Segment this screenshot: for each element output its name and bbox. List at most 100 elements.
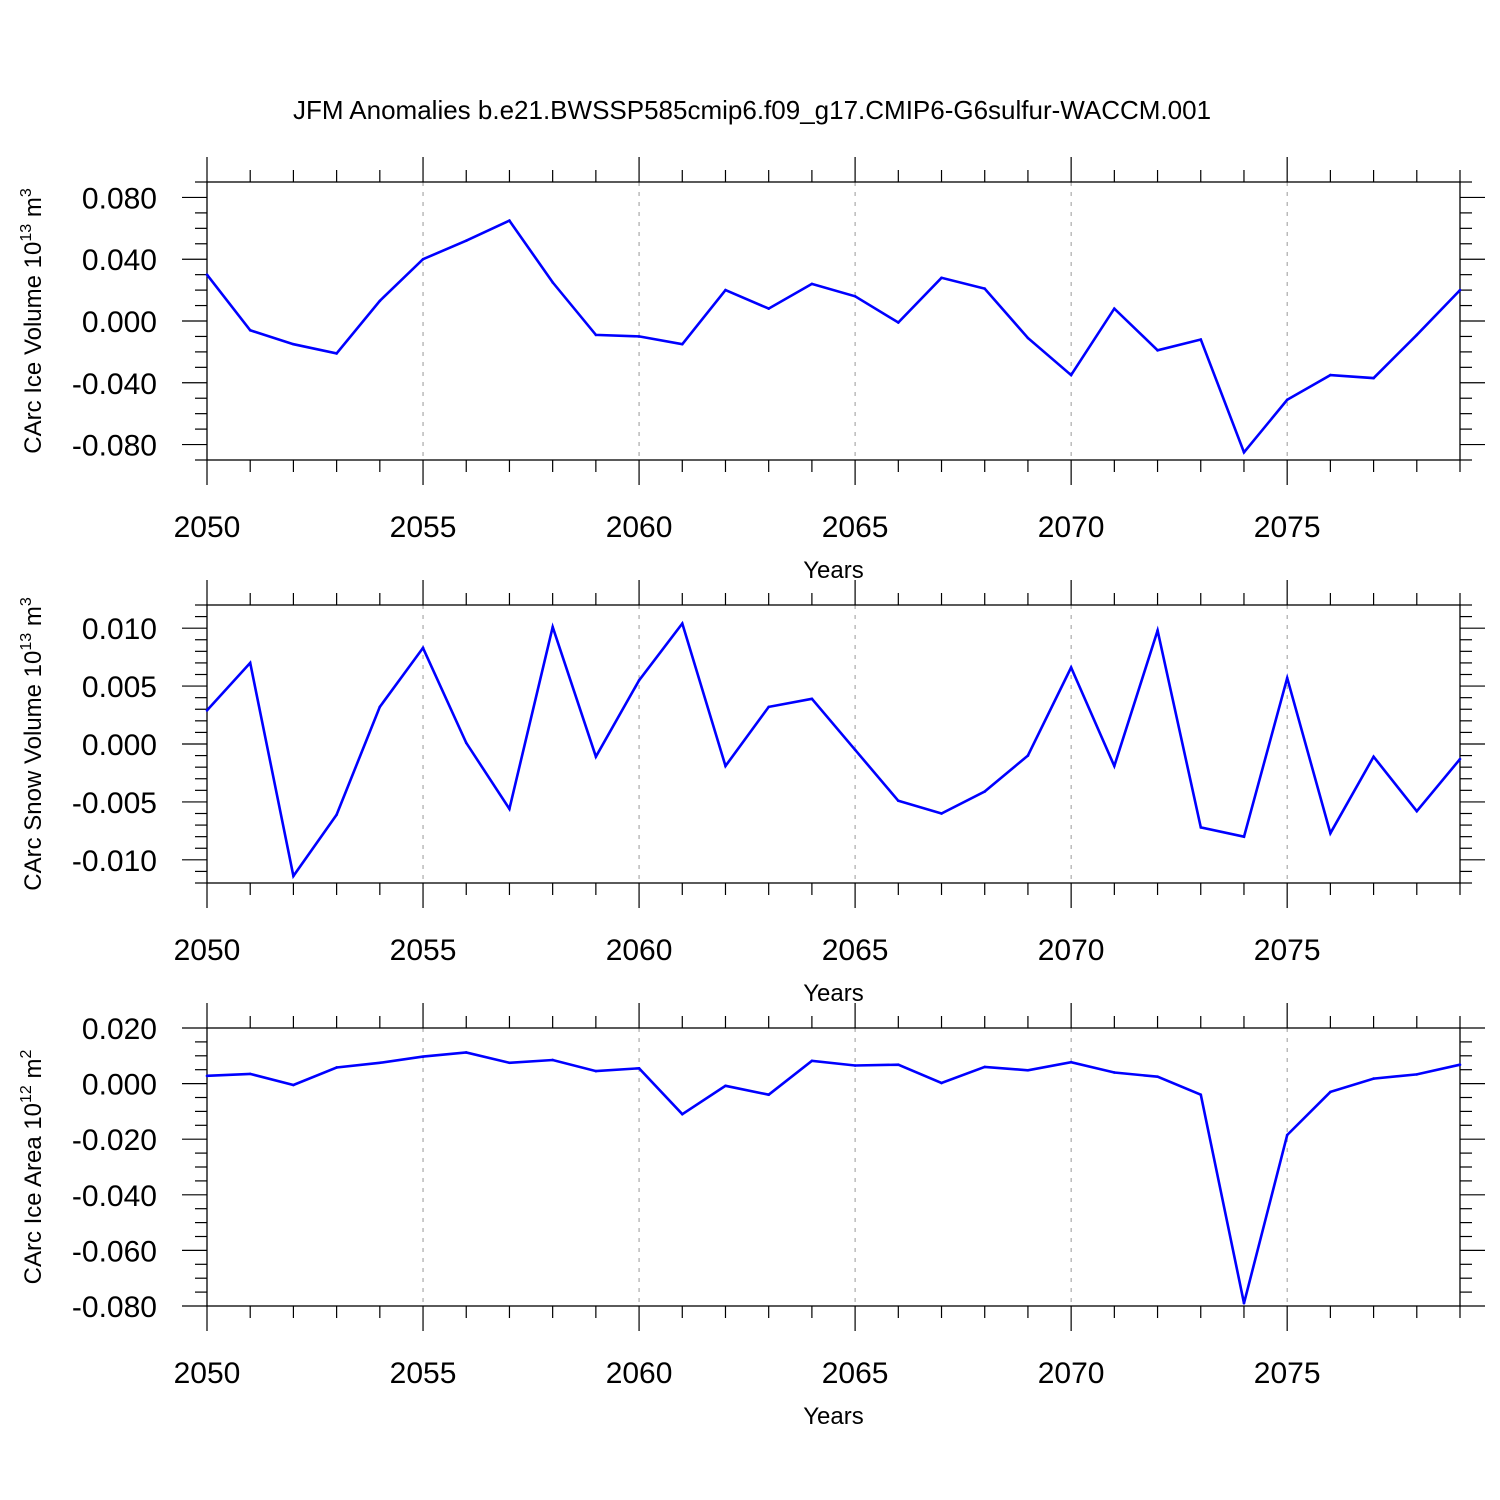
y-tick-label: 0.000 (82, 306, 157, 339)
data-point (594, 1069, 598, 1073)
data-point (1329, 1090, 1332, 1094)
data-point (724, 288, 727, 292)
data-point (724, 764, 727, 768)
data-point (810, 697, 814, 701)
x-tick-label: 2050 (174, 1357, 241, 1390)
data-point (1285, 676, 1289, 680)
data-point (1329, 831, 1332, 835)
data-point (1156, 349, 1159, 352)
data-point (724, 1084, 727, 1088)
data-point (1458, 288, 1462, 292)
data-point (897, 1063, 900, 1066)
data-point (378, 1061, 382, 1065)
y-tick-label: -0.020 (72, 1124, 157, 1157)
data-point (680, 342, 684, 346)
data-point (940, 1081, 943, 1085)
data-point (1069, 666, 1073, 669)
x-tick-label: 2075 (1254, 934, 1321, 967)
data-point (940, 276, 943, 280)
y-axis-title: CArc Ice Volume 1013 m3 (18, 188, 47, 454)
data-point (637, 335, 641, 338)
data-point (205, 1074, 209, 1078)
data-point (248, 1072, 252, 1076)
data-point (594, 333, 598, 337)
data-point (551, 1058, 554, 1062)
y-tick-label: 0.040 (82, 244, 157, 277)
data-point (421, 257, 425, 261)
data-point (1415, 333, 1419, 337)
data-point (767, 705, 770, 709)
panel-ice-area: -0.080 -0.060 -0.040 -0.020 0.000 0.020 2050 20… (18, 1003, 1485, 1430)
data-point (508, 807, 511, 811)
y-tick-label: -0.005 (72, 787, 157, 820)
data-point (248, 661, 252, 665)
data-point (1285, 1133, 1289, 1137)
data-point (1415, 1073, 1419, 1076)
series-line-ice-area (206, 1051, 1461, 1304)
data-point (1026, 1068, 1030, 1072)
data-point (983, 287, 987, 290)
y-tick-label: 0.080 (82, 182, 157, 215)
data-point (1372, 755, 1375, 759)
data-point (983, 1065, 987, 1069)
data-point (1199, 338, 1203, 341)
data-point (1285, 398, 1289, 402)
data-point (767, 1093, 770, 1097)
data-point (637, 678, 641, 682)
y-tick-label: -0.080 (72, 1291, 157, 1324)
plot-frame (206, 604, 1461, 884)
data-point (810, 282, 814, 286)
x-tick-label: 2060 (606, 1357, 673, 1390)
data-point (853, 294, 857, 298)
panel-snow-volume: -0.010 -0.005 0.000 0.005 0.010 2050 2055 2060 2… (18, 580, 1485, 1007)
x-tick-label: 2055 (390, 934, 457, 967)
data-point (853, 748, 857, 752)
data-point (680, 622, 684, 625)
y-axis-title: CArc Snow Volume 1013 m3 (18, 597, 47, 891)
data-point (1199, 826, 1203, 829)
data-point (1372, 1077, 1375, 1080)
y-tick-label: -0.060 (72, 1235, 157, 1268)
panel-ice-volume: -0.080 -0.040 0.000 0.040 0.080 2050 2055 2060 2… (18, 157, 1485, 584)
data-point (1069, 1060, 1073, 1064)
data-point (1026, 336, 1030, 340)
x-tick-label: 2060 (606, 934, 673, 967)
y-tick-label: -0.080 (72, 430, 157, 463)
data-point (1069, 373, 1073, 377)
y-tick-label: 0.010 (82, 613, 157, 646)
data-point (983, 790, 987, 793)
x-tick-label: 2070 (1038, 934, 1105, 967)
data-point (335, 352, 338, 355)
data-point (551, 625, 554, 629)
data-point (594, 755, 598, 759)
data-point (1329, 373, 1332, 377)
x-tick-label: 2065 (822, 934, 889, 967)
y-tick-label: 0.020 (82, 1013, 157, 1046)
data-point (1113, 764, 1116, 768)
y-tick-label: -0.040 (72, 368, 157, 401)
data-point (292, 1083, 295, 1087)
x-tick-label: 2050 (174, 511, 241, 544)
data-point (335, 813, 338, 816)
data-point (1113, 307, 1116, 310)
data-point (853, 1064, 857, 1067)
x-tick-label: 2055 (390, 511, 457, 544)
x-axis-title: Years (803, 557, 864, 584)
data-point (335, 1066, 338, 1069)
data-point (767, 307, 770, 310)
data-point (292, 342, 295, 346)
x-tick-label: 2075 (1254, 511, 1321, 544)
data-point (1415, 809, 1419, 813)
data-point (205, 273, 209, 276)
x-tick-label: 2055 (390, 1357, 457, 1390)
data-point (1156, 1075, 1159, 1078)
x-tick-label: 2065 (822, 511, 889, 544)
figure-title: JFM Anomalies b.e21.BWSSP585cmip6.f09_g1… (293, 95, 1211, 125)
y-tick-label: 0.005 (82, 671, 157, 704)
data-point (940, 812, 943, 815)
x-tick-label: 2060 (606, 511, 673, 544)
data-point (464, 741, 468, 745)
data-point (1026, 754, 1030, 757)
y-axis-title: CArc Ice Area 1012 m2 (18, 1050, 47, 1285)
